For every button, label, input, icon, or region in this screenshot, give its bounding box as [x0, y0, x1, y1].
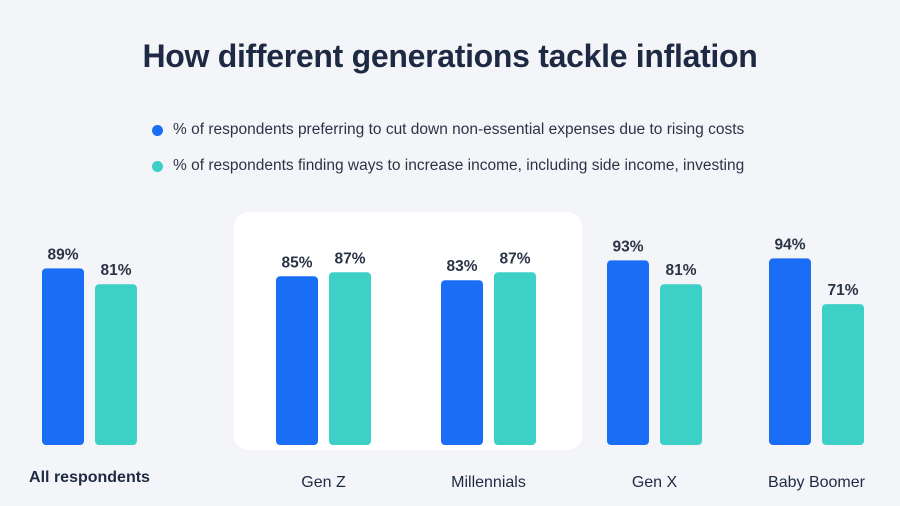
value-label-gen-z-series-1: 85% [281, 254, 312, 271]
value-label-gen-x-series-2: 81% [665, 262, 696, 279]
category-label-millennials: Millennials [451, 474, 526, 491]
bar-gen-z-series-1 [276, 276, 318, 445]
value-label-millennials-series-2: 87% [499, 250, 530, 267]
value-label-gen-z-series-2: 87% [334, 250, 365, 267]
legend: % of respondents preferring to cut down … [152, 118, 744, 190]
bar-all-respondents-series-1 [42, 268, 84, 445]
bar-baby-boomer-series-1 [769, 258, 811, 445]
category-label-gen-x: Gen X [632, 474, 678, 491]
bar-gen-z-series-2 [329, 272, 371, 445]
legend-label-cut-expenses: % of respondents preferring to cut down … [173, 121, 745, 138]
category-label-baby-boomer: Baby Boomer [768, 474, 866, 491]
legend-item-increase-income: % of respondents finding ways to increas… [152, 154, 744, 178]
category-label-gen-z: Gen Z [301, 474, 346, 491]
value-label-baby-boomer-series-2: 71% [827, 282, 858, 299]
bar-gen-x-series-1 [607, 260, 649, 445]
value-label-all-respondents-series-1: 89% [47, 246, 78, 263]
category-label-all-respondents: All respondents [29, 469, 150, 486]
value-label-millennials-series-1: 83% [446, 258, 477, 275]
value-label-gen-x-series-1: 93% [612, 238, 643, 255]
bar-millennials-series-1 [441, 280, 483, 445]
value-label-all-respondents-series-2: 81% [100, 262, 131, 279]
legend-dot-blue [152, 124, 163, 136]
value-label-baby-boomer-series-1: 94% [774, 236, 805, 253]
bar-all-respondents-series-2 [95, 284, 137, 445]
legend-dot-teal [152, 160, 163, 172]
bar-baby-boomer-series-2 [822, 304, 864, 445]
legend-label-increase-income: % of respondents finding ways to increas… [173, 157, 745, 174]
chart-title: How different generations tackle inflati… [142, 38, 758, 74]
bar-gen-x-series-2 [660, 284, 702, 445]
legend-item-cut-expenses: % of respondents preferring to cut down … [152, 118, 744, 142]
bar-millennials-series-2 [494, 272, 536, 445]
